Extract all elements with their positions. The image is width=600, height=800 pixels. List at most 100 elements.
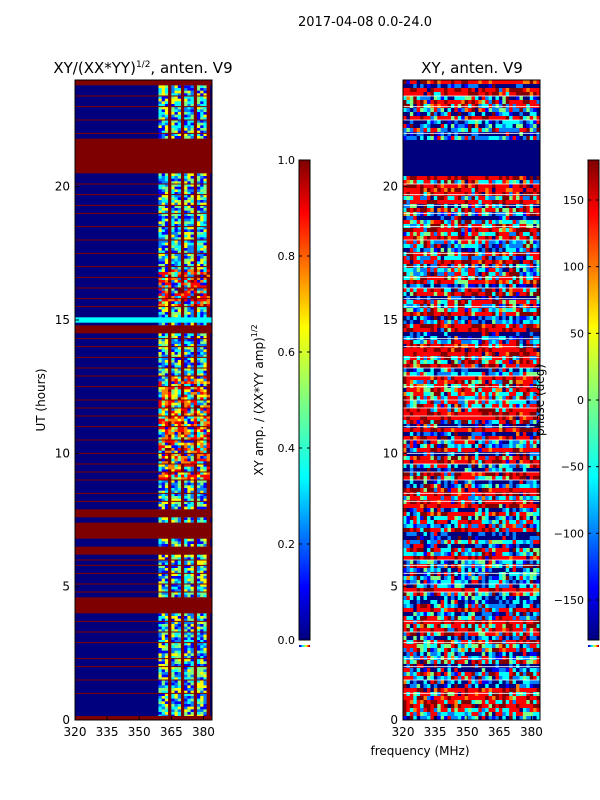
amplitude-cell xyxy=(164,410,169,414)
amplitude-cell xyxy=(184,400,188,403)
amplitude-cell xyxy=(168,389,172,393)
amplitude-cell xyxy=(164,314,169,318)
amplitude-cell xyxy=(193,594,198,598)
amplitude-cell xyxy=(158,693,162,697)
amplitude-cell xyxy=(174,469,178,473)
amplitude-cell xyxy=(158,237,162,241)
amplitude-cell xyxy=(180,680,185,683)
amplitude-cell xyxy=(168,90,172,94)
amplitude-cell xyxy=(177,112,182,115)
amplitude-cell xyxy=(180,496,185,499)
phase-cell xyxy=(420,148,424,153)
amplitude-cell xyxy=(184,176,188,179)
amplitude-cell xyxy=(184,208,188,211)
amplitude-cell xyxy=(174,200,178,203)
phase-cell xyxy=(420,120,424,125)
amplitude-cell xyxy=(180,312,185,315)
amplitude-cell xyxy=(164,333,169,337)
phase-cell xyxy=(413,112,417,117)
phase-cell xyxy=(492,168,496,173)
amplitude-cell xyxy=(168,360,172,363)
phase-cell xyxy=(447,128,452,133)
amplitude-cell xyxy=(203,664,207,667)
amplitude-cell xyxy=(193,477,198,481)
amplitude-cell xyxy=(187,133,191,137)
amplitude-cell xyxy=(158,485,162,489)
phase-cell xyxy=(505,128,510,133)
phase-cell xyxy=(413,100,417,105)
amplitude-cell xyxy=(206,205,211,209)
amplitude-cell xyxy=(164,562,169,566)
amplitude-cell xyxy=(184,301,188,305)
amplitude-cell xyxy=(171,120,175,123)
amplitude-cell xyxy=(200,178,204,182)
amplitude-cell xyxy=(206,445,211,449)
amplitude-cell xyxy=(164,229,169,233)
amplitude-cell xyxy=(187,106,191,110)
amplitude-cell xyxy=(177,626,182,630)
phase-cell xyxy=(423,104,428,109)
amplitude-cell xyxy=(193,101,198,105)
amplitude-cell xyxy=(168,517,172,521)
phase-cell xyxy=(444,172,448,177)
amplitude-cell xyxy=(193,136,198,139)
amplitude-cell xyxy=(171,184,175,187)
amplitude-cell xyxy=(180,186,185,190)
amplitude-cell xyxy=(200,440,204,443)
amplitude-cell xyxy=(190,352,195,355)
amplitude-cell xyxy=(187,394,191,398)
phase-cell xyxy=(536,176,541,181)
amplitude-cell xyxy=(190,106,195,110)
amplitude-cell xyxy=(168,466,172,470)
amplitude-cell xyxy=(161,570,166,574)
amplitude-cell xyxy=(197,661,201,665)
amplitude-cell xyxy=(184,445,188,449)
amplitude-cell xyxy=(187,586,191,590)
amplitude-cell xyxy=(180,205,185,209)
amplitude-cell xyxy=(190,208,195,211)
amplitude-cell xyxy=(197,472,201,475)
amplitude-cell xyxy=(193,234,198,238)
phase-cell xyxy=(502,180,507,185)
amplitude-cell xyxy=(193,616,198,619)
phase-cell xyxy=(526,84,531,89)
amplitude-cell xyxy=(193,666,198,670)
amplitude-cell xyxy=(190,410,195,414)
phase-cell xyxy=(481,148,486,153)
amplitude-cell xyxy=(158,709,162,713)
amplitude-cell xyxy=(187,472,191,475)
phase-cell xyxy=(450,108,455,113)
amplitude-cell xyxy=(177,565,182,569)
amplitude-cell xyxy=(206,712,211,715)
phase-cell xyxy=(430,80,435,85)
amplitude-cell xyxy=(168,669,172,673)
amplitude-cell xyxy=(164,413,169,417)
amplitude-cell xyxy=(200,90,204,94)
phase-cell xyxy=(481,96,486,101)
phase-cell xyxy=(512,104,517,109)
amplitude-cell xyxy=(164,445,169,449)
phase-cell xyxy=(529,116,534,121)
amplitude-cell xyxy=(177,378,182,382)
phase-cell xyxy=(471,112,476,117)
amplitude-cell xyxy=(161,293,166,297)
amplitude-cell xyxy=(187,208,191,211)
phase-cell xyxy=(423,108,428,113)
phase-cell xyxy=(416,156,421,161)
phase-cell xyxy=(509,100,513,105)
amplitude-cell xyxy=(158,245,162,249)
amplitude-cell xyxy=(184,648,188,651)
amplitude-cell xyxy=(197,365,201,369)
amplitude-cell xyxy=(177,586,182,590)
amplitude-cell xyxy=(187,578,191,582)
amplitude-cell xyxy=(187,280,191,283)
amplitude-cell xyxy=(184,266,188,270)
amplitude-cell xyxy=(197,690,201,694)
amplitude-cell xyxy=(180,200,185,203)
amplitude-cell xyxy=(203,701,207,705)
amplitude-cell xyxy=(187,362,191,366)
amplitude-cell xyxy=(164,626,169,630)
phase-cell xyxy=(492,112,496,117)
phase-cell xyxy=(457,120,462,125)
phase-cell xyxy=(471,160,476,165)
